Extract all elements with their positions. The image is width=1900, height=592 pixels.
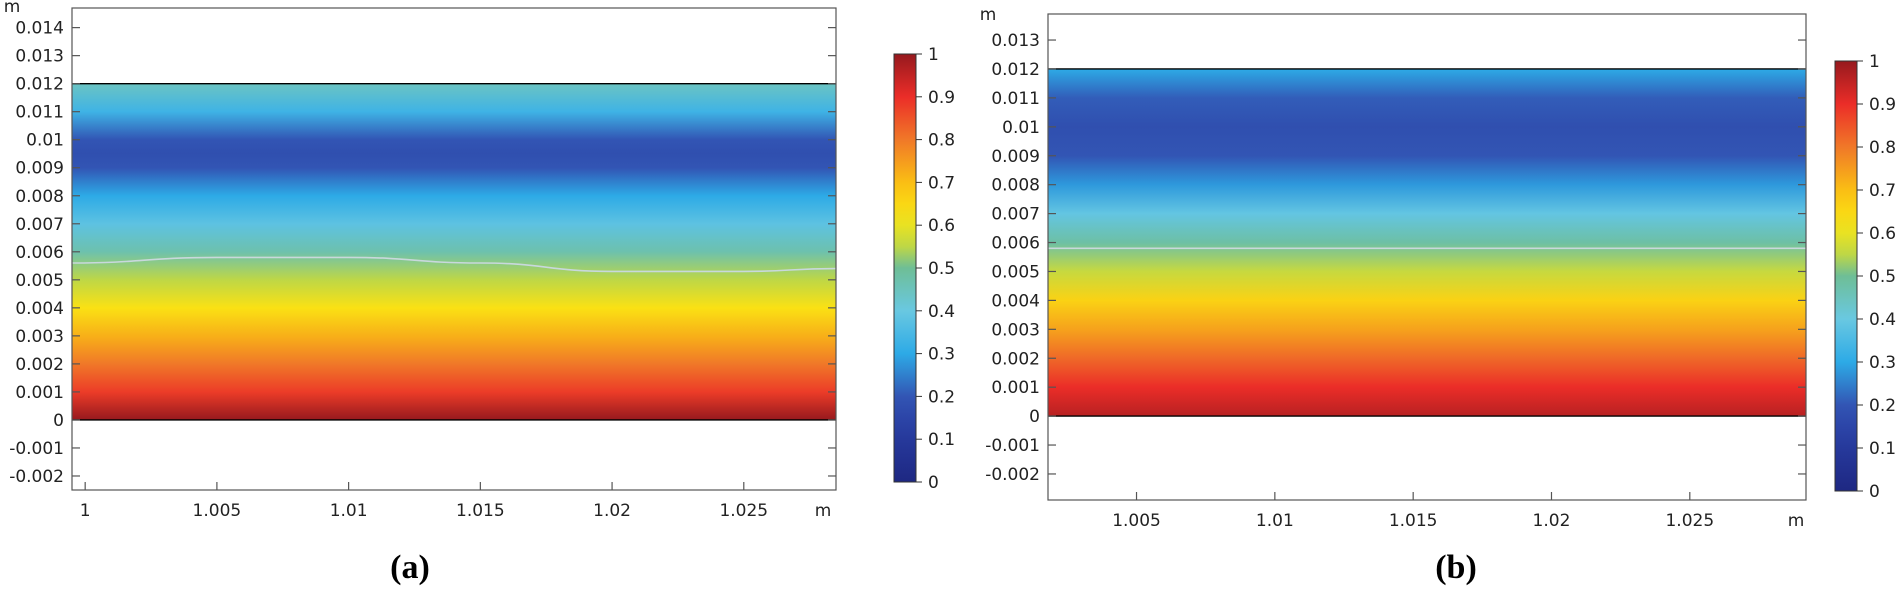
y-tick-label: 0.006: [991, 234, 1040, 254]
y-tick-label: -0.001: [985, 436, 1040, 456]
y-tick-label: 0.005: [991, 262, 1040, 282]
contour-line-a: [71, 256, 837, 273]
y-tick-label: 0.011: [15, 103, 64, 123]
x-tick-label: 1.005: [1112, 511, 1161, 531]
x-tick-label: 1.025: [1665, 511, 1714, 531]
field-region-b: [1048, 68, 1806, 417]
field-a: [72, 83, 836, 420]
x-tick-label: 1.015: [456, 501, 505, 521]
colorbar-tick-label: 1: [1869, 52, 1880, 72]
y-tick-label: 0.001: [991, 378, 1040, 398]
y-tick-label: 0.001: [15, 383, 64, 403]
x-axis-b: 1.005 1.01 1.015 1.02 1.025: [1112, 492, 1714, 531]
y-tick-label: 0.006: [15, 243, 64, 263]
colorbar-tick-label: 0.7: [928, 173, 955, 193]
x-tick-label: 1: [80, 501, 91, 521]
y-tick-label: 0.004: [991, 291, 1040, 311]
colorbar-tick-label: 0: [1869, 482, 1880, 502]
colorbar-tick-label: 0.1: [1869, 439, 1896, 459]
y-tick-label: 0.002: [15, 355, 64, 375]
colorbar-tick-label: 0.1: [928, 430, 955, 450]
colorbar-tick-label: 0.5: [928, 259, 955, 279]
y-tick-label: 0.007: [15, 215, 64, 235]
y-tick-label: 0.002: [991, 349, 1040, 369]
colorbar-tick-label: 0.9: [928, 88, 955, 108]
x-unit-label-a: m: [815, 501, 832, 521]
field-b: [1048, 68, 1806, 417]
colorbar-tick-label: 0.3: [1869, 353, 1896, 373]
x-tick-label: 1.01: [1256, 511, 1294, 531]
colorbar-tick-label: 0.7: [1869, 181, 1896, 201]
colorbar-tick-label: 0.3: [928, 345, 955, 365]
colorbar-tick-label: 0.5: [1869, 267, 1896, 287]
y-tick-label: 0.007: [991, 205, 1040, 225]
x-tick-label: 1.02: [1533, 511, 1571, 531]
colorbar-tick-label: 0.4: [928, 302, 955, 322]
colorbar-tick-label: 0: [928, 473, 939, 493]
colorbar-tick-label: 1: [928, 45, 939, 65]
y-tick-label: 0.003: [15, 327, 64, 347]
x-tick-label: 1.01: [330, 501, 368, 521]
colorbar-b: 0 0.1 0.2 0.3 0.4 0.5 0.6 0.7 0.8 0.9 1: [1834, 52, 1896, 502]
x-axis-a: 1 1.005 1.01 1.015 1.02 1.025: [80, 482, 768, 521]
y-tick-label: 0: [53, 411, 64, 431]
y-tick-label: 0.014: [15, 19, 64, 39]
y-tick-label: 0.012: [991, 60, 1040, 80]
y-tick-label: 0.013: [991, 31, 1040, 51]
y-tick-label: 0: [1029, 407, 1040, 427]
y-axis-b: -0.002 -0.001 0 0.001 0.002 0.003 0.004 0.005 0.…: [985, 31, 1806, 485]
panel-a: 1 1.005 1.01 1.015 1.02 1.025 -0.002 -0.001 0 0.…: [4, 0, 955, 586]
x-unit-label-b: m: [1788, 511, 1805, 531]
y-tick-label: 0.008: [991, 176, 1040, 196]
y-tick-label: 0.009: [991, 147, 1040, 167]
colorbar-a: 0 0.1 0.2 0.3 0.4 0.5 0.6 0.7 0.8 0.9 1: [893, 45, 955, 493]
y-tick-label: -0.002: [9, 467, 64, 487]
y-unit-label-b: m: [980, 5, 997, 25]
plot-frame-b: [1047, 13, 1807, 501]
plot-frame-a: [71, 7, 837, 491]
colorbar-tick-label: 0.2: [928, 387, 955, 407]
colorbar-gradient: [1834, 60, 1858, 492]
colorbar-tick-label: 0.6: [1869, 224, 1896, 244]
y-tick-label: 0.003: [991, 320, 1040, 340]
field-region-a: [72, 83, 836, 420]
colorbar-tick-label: 0.8: [1869, 138, 1896, 158]
colorbar-tick-label: 0.8: [928, 131, 955, 151]
y-tick-label: 0.009: [15, 159, 64, 179]
y-tick-label: 0.008: [15, 187, 64, 207]
panel-label-a: (a): [390, 549, 430, 586]
y-tick-label: 0.004: [15, 299, 64, 319]
x-tick-label: 1.025: [719, 501, 768, 521]
colorbar-tick-label: 0.4: [1869, 310, 1896, 330]
y-tick-label: -0.001: [9, 439, 64, 459]
y-axis-a: -0.002 -0.001 0 0.001 0.002 0.003 0.004 0.005 0.…: [9, 19, 836, 487]
panel-label-b: (b): [1435, 549, 1477, 586]
x-tick-label: 1.015: [1389, 511, 1438, 531]
y-unit-label-a: m: [4, 0, 21, 17]
y-tick-label: 0.011: [991, 89, 1040, 109]
colorbar-tick-label: 0.6: [928, 216, 955, 236]
x-tick-label: 1.02: [593, 501, 631, 521]
y-tick-label: 0.005: [15, 271, 64, 291]
y-tick-label: -0.002: [985, 465, 1040, 485]
x-tick-label: 1.005: [193, 501, 242, 521]
y-tick-label: 0.01: [26, 131, 64, 151]
y-tick-label: 0.01: [1002, 118, 1040, 138]
colorbar-gradient: [893, 53, 917, 483]
y-tick-label: 0.013: [15, 47, 64, 67]
colorbar-tick-label: 0.9: [1869, 95, 1896, 115]
colorbar-tick-label: 0.2: [1869, 396, 1896, 416]
panel-b: 1.005 1.01 1.015 1.02 1.025 -0.002 -0.001 0 0.0…: [980, 5, 1896, 586]
y-tick-label: 0.012: [15, 75, 64, 95]
